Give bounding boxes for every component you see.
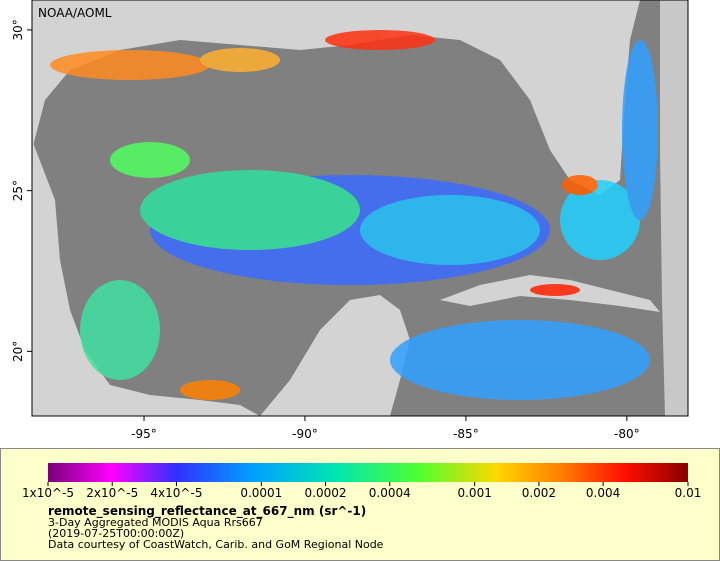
- patch: [560, 180, 640, 260]
- patch: [50, 50, 210, 80]
- colorbar-tick-label: 0.001: [457, 486, 491, 500]
- patch: [180, 380, 240, 400]
- patch: [622, 40, 658, 220]
- x-tick-label: -85°: [453, 427, 479, 441]
- colorbar-tick-label: 0.0001: [240, 486, 282, 500]
- land-mexico: [32, 140, 260, 416]
- map-area: [32, 0, 688, 416]
- colorbar-tick-label: 0.0004: [369, 486, 411, 500]
- colorbar: [48, 463, 688, 482]
- colorbar-tick-label: 0.01: [675, 486, 702, 500]
- y-tick-label: 20°: [11, 341, 25, 362]
- y-tick-label: 25°: [11, 180, 25, 201]
- patch: [140, 170, 360, 250]
- colorbar-tick-label: 4x10^-5: [150, 486, 202, 500]
- patch: [80, 280, 160, 380]
- legend-line: Data courtesy of CoastWatch, Carib. and …: [48, 538, 384, 551]
- patch: [110, 142, 190, 178]
- colorbar-tick-label: 0.004: [586, 486, 620, 500]
- legend-title: remote_sensing_reflectance_at_667_nm (sr…: [48, 504, 366, 519]
- map-frame: [31, 0, 689, 417]
- land-east: [660, 0, 688, 416]
- patch: [562, 175, 598, 195]
- x-tick-label: -95°: [131, 427, 157, 441]
- colorbar-tick-label: 1x10^-5: [22, 486, 74, 500]
- patch: [360, 195, 540, 265]
- legend-line: (2019-07-25T00:00:00Z): [48, 527, 184, 540]
- reflectance-patches: [50, 30, 658, 400]
- patch: [390, 320, 650, 400]
- colorbar-tick-label: 0.0002: [305, 486, 347, 500]
- land-north: [32, 0, 640, 195]
- patch: [325, 30, 435, 50]
- y-tick-label: 30°: [11, 19, 25, 40]
- map-credit: NOAA/AOML: [38, 6, 112, 20]
- colorbar-tick-label: 2x10^-5: [86, 486, 138, 500]
- patch: [530, 284, 580, 296]
- x-tick-label: -90°: [292, 427, 318, 441]
- land-yucatan: [260, 295, 410, 416]
- colorbar-tick-label: 0.002: [522, 486, 556, 500]
- x-tick-label: -80°: [614, 427, 640, 441]
- patch: [200, 48, 280, 72]
- legend-line: 3-Day Aggregated MODIS Aqua Rrs667: [48, 516, 263, 529]
